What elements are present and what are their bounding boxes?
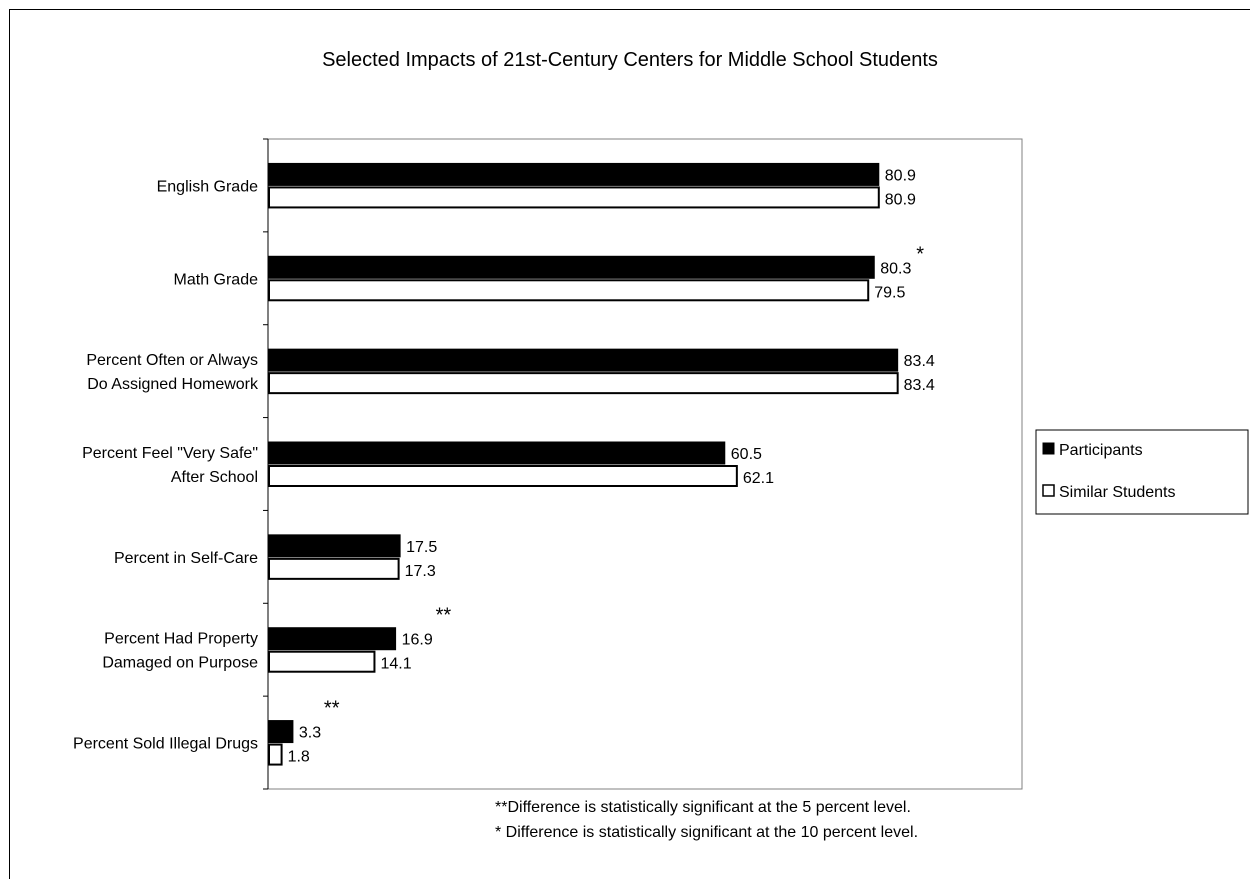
bar-participants bbox=[267, 348, 899, 372]
data-label: 14.1 bbox=[380, 656, 411, 673]
legend-label-participants: Participants bbox=[1059, 442, 1143, 459]
data-label: 62.1 bbox=[743, 470, 774, 487]
bar-participants bbox=[267, 627, 397, 651]
legend-box bbox=[1035, 429, 1249, 515]
data-label: 1.8 bbox=[288, 749, 310, 766]
bar-participants bbox=[267, 255, 875, 279]
legend-swatch-participants bbox=[1042, 442, 1055, 455]
data-label: 80.9 bbox=[885, 167, 916, 184]
category-label: Percent Sold Illegal Drugs bbox=[73, 736, 258, 753]
data-label: 80.9 bbox=[885, 191, 916, 208]
category-label: Do Assigned Homework bbox=[87, 376, 259, 393]
bar-similar-students bbox=[268, 372, 899, 395]
bar-similar-students bbox=[268, 186, 880, 209]
data-label: 3.3 bbox=[299, 725, 321, 742]
legend: Participants Similar Students bbox=[1035, 429, 1249, 515]
bar-participants bbox=[267, 720, 294, 744]
bar-similar-students bbox=[268, 650, 376, 673]
chart-frame bbox=[9, 9, 1250, 879]
bar-similar-students bbox=[268, 279, 870, 302]
category-label: After School bbox=[171, 469, 258, 486]
bar-similar-students bbox=[268, 557, 400, 580]
significance-marker: ** bbox=[324, 698, 340, 720]
bar-similar-students bbox=[268, 465, 738, 487]
category-label: Percent Feel "Very Safe" bbox=[82, 445, 258, 462]
data-label: 60.5 bbox=[731, 446, 762, 463]
data-label: 17.5 bbox=[406, 539, 437, 556]
bar-participants bbox=[267, 534, 401, 558]
category-label: Percent Had Property bbox=[104, 631, 258, 648]
data-label: 83.4 bbox=[904, 353, 935, 370]
category-label: English Grade bbox=[157, 178, 258, 195]
category-label: Percent Often or Always bbox=[86, 352, 258, 369]
bar-similar-students bbox=[268, 743, 283, 766]
data-label: 16.9 bbox=[402, 632, 433, 649]
data-label: 79.5 bbox=[874, 284, 905, 301]
category-label: Damaged on Purpose bbox=[102, 655, 258, 672]
significance-marker: * bbox=[916, 243, 924, 265]
data-label: 83.4 bbox=[904, 377, 935, 394]
data-label: 17.3 bbox=[405, 563, 436, 580]
legend-swatch-similar-students bbox=[1042, 484, 1055, 497]
footnote-5-percent: **Difference is statistically significan… bbox=[495, 799, 911, 816]
bar-participants bbox=[267, 162, 880, 186]
chart-title: Selected Impacts of 21st-Century Centers… bbox=[322, 49, 938, 71]
footnote-10-percent: * Difference is statistically significan… bbox=[495, 824, 918, 841]
significance-marker: ** bbox=[436, 605, 452, 627]
category-label: Math Grade bbox=[174, 271, 259, 288]
bar-participants bbox=[267, 441, 726, 465]
category-label: Percent in Self-Care bbox=[114, 550, 258, 567]
legend-label-similar-students: Similar Students bbox=[1059, 484, 1176, 501]
data-label: 80.3 bbox=[880, 260, 911, 277]
